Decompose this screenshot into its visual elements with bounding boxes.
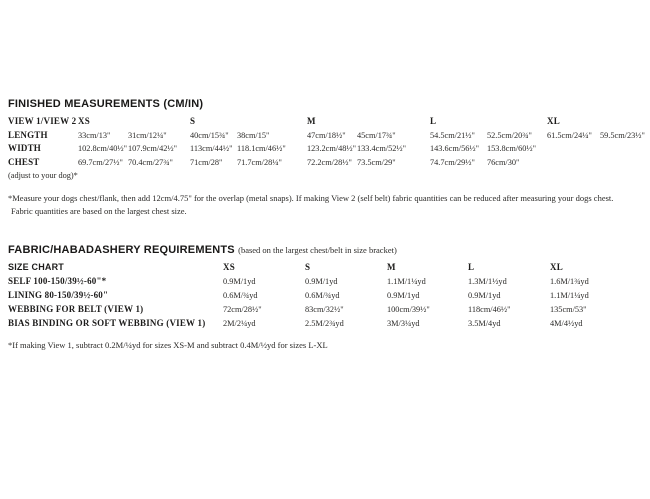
bias-l: 3.5M/4yd	[468, 318, 501, 328]
length-xl-view1: 61.5cm/24¼"	[547, 130, 592, 140]
lining-l: 0.9M/1yd	[468, 290, 501, 300]
self-m: 1.1M/1¼yd	[387, 276, 426, 286]
bias-s: 2.5M/2¾yd	[305, 318, 344, 328]
webbing-l: 118cm/46½"	[468, 304, 511, 314]
chest-m-view1: 72.2cm/28½"	[307, 157, 352, 167]
length-xl-view2: 59.5cm/23½"	[600, 130, 645, 140]
fabric-size-header-xs: XS	[223, 261, 235, 272]
size-header-s: S	[190, 116, 196, 126]
lining-xl: 1.1M/1¼yd	[550, 290, 589, 300]
row-label-lining: LINING 80-150/39½-60"	[8, 289, 109, 300]
chest-xs-view2: 70.4cm/27¾"	[128, 157, 173, 167]
section-gap	[8, 218, 650, 244]
chest-m-view2: 73.5cm/29"	[357, 157, 396, 167]
fabric-size-header-m: M	[387, 261, 396, 272]
size-header-m: M	[307, 116, 316, 126]
row-label-width: WIDTH	[8, 143, 42, 153]
fabric-requirements-table: SIZE CHART XS S M L XL SELF 100-150/39½-…	[8, 261, 650, 331]
size-header-xl: XL	[547, 116, 560, 126]
width-l-view1: 143.6cm/56½"	[430, 144, 480, 153]
width-m-view2: 133.4cm/52½"	[357, 144, 407, 153]
width-s-view1: 113cm/44½"	[190, 144, 233, 153]
length-xs-view1: 33cm/13"	[78, 130, 111, 140]
row-label-webbing: WEBBING FOR BELT (VIEW 1)	[8, 303, 144, 314]
row-label-self: SELF 100-150/39½-60"*	[8, 275, 107, 286]
fabric-requirements-heading: FABRIC/HABADASHERY REQUIREMENTS (based o…	[8, 244, 650, 256]
fabric-requirements-title: FABRIC/HABADASHERY REQUIREMENTS	[8, 243, 235, 256]
measurements-footnote-line2: Fabric quantities are based on the large…	[11, 205, 187, 216]
width-s-view2: 118.1cm/46½"	[237, 144, 286, 153]
self-s: 0.9M/1yd	[305, 276, 338, 286]
length-m-view1: 47cm/18½"	[307, 130, 346, 140]
width-l-view2: 153.8cm/60½"	[487, 144, 537, 153]
webbing-s: 83cm/32½"	[305, 304, 344, 314]
length-xs-view2: 31cm/12¼"	[128, 130, 167, 140]
width-xs-view1: 102.8cm/40½"	[78, 144, 128, 153]
bias-xl: 4M/4½yd	[550, 318, 583, 328]
chest-xs-view1: 69.7cm/27½"	[78, 157, 123, 167]
chest-l-view1: 74.7cm/29½"	[430, 157, 475, 167]
lining-xs: 0.6M/¾yd	[223, 290, 258, 300]
webbing-xs: 72cm/28½"	[223, 304, 262, 314]
length-s-view1: 40cm/15¾"	[190, 130, 229, 140]
webbing-xl: 135cm/53"	[550, 304, 587, 314]
finished-measurements-heading: FINISHED MEASUREMENTS (CM/IN)	[8, 98, 204, 110]
row-label-bias-binding: BIAS BINDING OR SOFT WEBBING (VIEW 1)	[8, 317, 206, 328]
bias-xs: 2M/2¼yd	[223, 318, 256, 328]
bias-m: 3M/3¼yd	[387, 318, 420, 328]
fabric-size-header-xl: XL	[550, 261, 563, 272]
chest-s-view1: 71cm/28"	[190, 157, 223, 167]
size-header-l: L	[430, 116, 437, 126]
measurements-footnote: *Measure your dogs chest/flank, then add…	[8, 192, 650, 218]
lining-s: 0.6M/¾yd	[305, 290, 340, 300]
length-s-view2: 38cm/15"	[237, 130, 270, 140]
self-l: 1.3M/1½yd	[468, 276, 507, 286]
fabric-size-header-s: S	[305, 261, 311, 272]
chest-adjust-note: (adjust to your dog)*	[8, 171, 78, 180]
lining-m: 0.9M/1yd	[387, 290, 420, 300]
fabric-footnote: *If making View 1, subtract 0.2M/¼yd for…	[8, 340, 328, 350]
width-xs-view2: 107.9cm/42½"	[128, 144, 178, 153]
self-xs: 0.9M/1yd	[223, 276, 256, 286]
size-chart-label: SIZE CHART	[8, 261, 64, 272]
length-m-view2: 45cm/17¾"	[357, 130, 396, 140]
measurements-footnote-line1: *Measure your dogs chest/flank, then add…	[8, 192, 614, 203]
row-label-chest: CHEST	[8, 156, 40, 167]
webbing-m: 100cm/39½"	[387, 304, 430, 314]
chest-s-view2: 71.7cm/28¼"	[237, 157, 282, 167]
length-l-view1: 54.5cm/21½"	[430, 130, 475, 140]
length-l-view2: 52.5cm/20¾"	[487, 130, 532, 140]
chest-l-view2: 76cm/30"	[487, 157, 520, 167]
view-column-label: VIEW 1/VIEW 2	[8, 116, 77, 126]
row-label-length: LENGTH	[8, 129, 48, 140]
width-m-view1: 123.2cm/48½"	[307, 144, 357, 153]
finished-measurements-table: VIEW 1/VIEW 2 XS S M L XL LENGTH 33cm/13…	[8, 115, 650, 183]
size-header-xs: XS	[78, 116, 90, 126]
self-xl: 1.6M/1¾yd	[550, 276, 589, 286]
fabric-size-header-l: L	[468, 261, 475, 272]
fabric-requirements-note: (based on the largest chest/belt in size…	[238, 244, 397, 255]
